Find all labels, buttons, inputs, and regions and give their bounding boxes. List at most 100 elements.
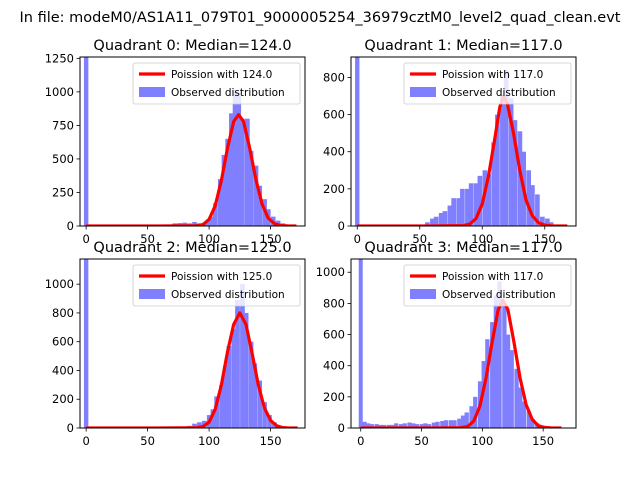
y-tick-label: 0 xyxy=(338,219,345,233)
x-tick-label: 50 xyxy=(140,232,155,246)
histogram-bar xyxy=(257,185,263,226)
histogram-bar xyxy=(530,185,535,226)
histogram-bar xyxy=(493,295,499,428)
histogram-bar xyxy=(464,412,469,428)
histogram-bar xyxy=(366,423,371,428)
y-tick-label: 800 xyxy=(52,306,74,320)
subplot-title: Quadrant 3: Median=117.0 xyxy=(364,240,562,256)
y-tick-label: 1000 xyxy=(316,265,345,279)
histogram-bar xyxy=(229,113,234,226)
y-tick-label: 0 xyxy=(338,421,345,435)
legend-bar-swatch xyxy=(410,289,436,299)
histogram-bar xyxy=(503,70,509,226)
histogram-bar xyxy=(240,118,245,226)
y-tick-label: 200 xyxy=(323,182,345,196)
histogram-bar xyxy=(240,284,245,428)
axes-frame xyxy=(79,56,306,227)
x-tick-label: 150 xyxy=(260,232,282,246)
histogram-bar xyxy=(253,165,259,226)
y-tick-label: 800 xyxy=(323,296,345,310)
histogram-bar xyxy=(502,303,507,428)
histogram-bar xyxy=(197,422,202,428)
histogram-bar xyxy=(477,175,483,226)
histogram-bar xyxy=(425,222,430,226)
y-tick-label: 250 xyxy=(52,185,74,199)
legend-box xyxy=(132,62,301,105)
x-tick-label: 50 xyxy=(140,434,155,448)
histogram-bar xyxy=(222,366,228,428)
histogram-bar xyxy=(468,183,474,226)
legend-label-poisson: Poission with 117.0 xyxy=(442,69,543,81)
histogram-bar xyxy=(393,423,399,428)
histogram-bar xyxy=(518,387,523,428)
legend-label-observed: Observed distribution xyxy=(442,87,556,99)
histogram-bar xyxy=(423,423,428,428)
histogram-bar xyxy=(358,259,363,428)
histogram-bar xyxy=(548,222,554,226)
legend-label-poisson: Poission with 117.0 xyxy=(442,271,543,283)
y-tick-label: 600 xyxy=(52,335,74,349)
histogram-bar xyxy=(443,420,449,428)
histogram-bar xyxy=(451,198,456,226)
histogram-bar xyxy=(514,368,519,428)
x-tick-label: 50 xyxy=(412,232,427,246)
histogram-bar xyxy=(508,97,514,226)
y-tick-label: 0 xyxy=(67,219,74,233)
legend-box xyxy=(403,62,572,105)
histogram-bar xyxy=(245,118,250,226)
histogram-bar xyxy=(469,406,474,428)
x-tick-label: 0 xyxy=(82,232,89,246)
histogram-bar xyxy=(414,424,419,428)
histogram-bar xyxy=(485,339,490,428)
histogram-bar xyxy=(213,203,218,226)
subplot-quadrant-3: 0 50 100 150 0 200 400 600 800 1000 Quadrant 3: Me… xyxy=(316,240,577,448)
histogram-bar xyxy=(83,57,89,226)
subplot-quadrant-0: 0 50 100 150 0 250 500 750 1000 1250 Quadrant 0: M… xyxy=(45,38,306,246)
histogram-bar xyxy=(355,57,360,226)
y-tick-label: 1000 xyxy=(45,85,74,99)
y-tick-label: 400 xyxy=(323,359,345,373)
histogram-bar xyxy=(232,90,238,226)
legend-label-poisson: Poission with 125.0 xyxy=(171,271,272,283)
y-tick-label: 400 xyxy=(323,145,345,159)
histogram-bar xyxy=(235,299,240,428)
plot-area xyxy=(83,57,297,226)
histogram-bar xyxy=(362,421,367,428)
histogram-bar xyxy=(490,322,495,428)
axes-frame xyxy=(350,56,577,227)
y-tick-label: 400 xyxy=(52,363,74,377)
y-tick-label: 750 xyxy=(52,118,74,132)
histogram-bar xyxy=(248,150,254,226)
y-tick-label: 0 xyxy=(67,421,74,435)
histogram-bar xyxy=(473,396,478,428)
histogram-bar xyxy=(448,420,454,428)
histogram-bar xyxy=(460,415,466,428)
y-tick-label: 1000 xyxy=(45,277,74,291)
x-tick-label: 0 xyxy=(82,434,89,448)
legend-bar-swatch xyxy=(139,289,165,299)
histogram-bar xyxy=(221,154,227,226)
histogram-bar xyxy=(517,131,523,226)
histogram-bar xyxy=(545,218,550,226)
histogram-bar xyxy=(486,174,491,226)
x-tick-label: 100 xyxy=(198,232,220,246)
histogram-bar xyxy=(374,424,379,428)
histogram-bar xyxy=(210,409,216,428)
histogram-bar xyxy=(526,170,531,226)
subplot-title: Quadrant 0: Median=124.0 xyxy=(93,38,291,54)
histogram-bar xyxy=(411,423,416,428)
legend-label-observed: Observed distribution xyxy=(171,87,285,99)
histogram-bar xyxy=(192,423,197,428)
poisson-curve xyxy=(86,311,298,428)
histogram-bar xyxy=(526,410,531,428)
histogram-bar xyxy=(460,188,465,226)
histogram-bar xyxy=(205,220,211,226)
y-tick-label: 600 xyxy=(323,108,345,122)
y-tick-label: 200 xyxy=(52,392,74,406)
x-tick-label: 100 xyxy=(471,434,493,448)
histogram-bar xyxy=(426,424,432,428)
subplot-quadrant-1: 0 50 100 150 0 200 400 600 800 Quadrant 1: Median… xyxy=(323,38,577,246)
legend-bar-swatch xyxy=(410,87,436,97)
